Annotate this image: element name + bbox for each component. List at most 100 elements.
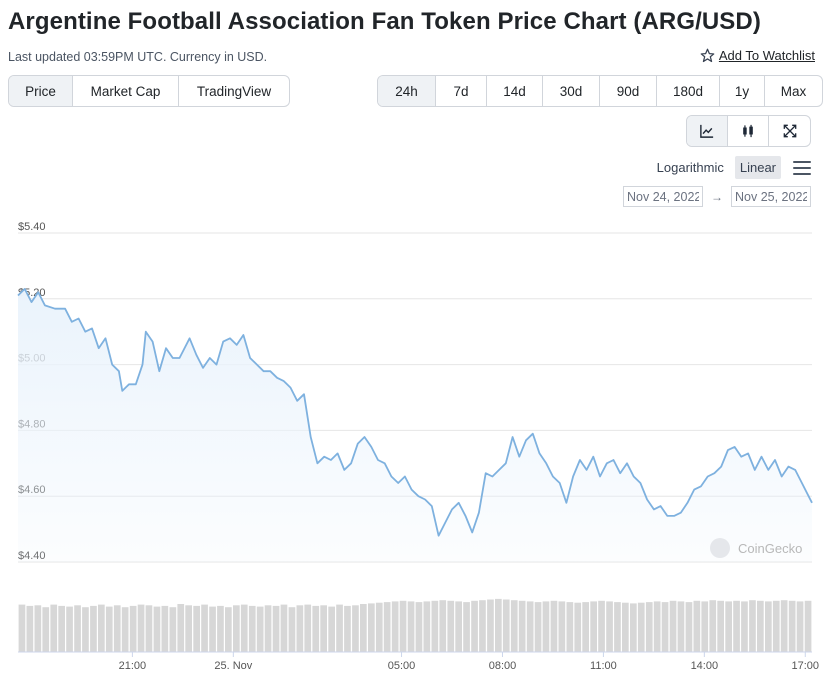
volume-bar [741, 601, 748, 652]
date-range: → [623, 186, 811, 207]
volume-bar [677, 601, 685, 652]
volume-bar [288, 607, 296, 652]
range-24h[interactable]: 24h [378, 76, 436, 106]
volume-bar [145, 605, 153, 652]
volume-bar [510, 600, 518, 652]
volume-bar [320, 605, 327, 652]
volume-bar [209, 606, 216, 652]
volume-bar [375, 602, 383, 652]
volume-bar [280, 604, 288, 652]
volume-bar [614, 602, 621, 652]
date-to-input[interactable] [731, 186, 811, 207]
volume-bar [193, 605, 200, 652]
line-chart-button[interactable] [687, 116, 728, 146]
coingecko-logo-icon [710, 538, 730, 558]
volume-bar [177, 604, 185, 652]
volume-bar [463, 602, 470, 652]
volume-bar [772, 600, 780, 652]
volume-bar [248, 605, 256, 652]
volume-bar [455, 601, 462, 652]
volume-bar [757, 600, 764, 652]
watchlist-label: Add To Watchlist [718, 48, 815, 63]
range-14d[interactable]: 14d [487, 76, 543, 106]
volume-bar [733, 600, 740, 652]
volume-bar [709, 600, 717, 652]
x-tick-label: 08:00 [489, 660, 517, 672]
logarithmic-option[interactable]: Logarithmic [656, 160, 724, 175]
range-7d[interactable]: 7d [436, 76, 487, 106]
volume-bar [304, 604, 312, 652]
volume-bar [121, 607, 129, 652]
range-30d[interactable]: 30d [543, 76, 600, 106]
linear-option[interactable]: Linear [734, 156, 781, 179]
volume-bar [765, 601, 772, 652]
volume-bar [566, 602, 574, 652]
volume-bar [58, 605, 65, 652]
range-max[interactable]: Max [780, 83, 807, 99]
range-tabs: 24h 7d 14d 30d 90d 180d 1y Max [377, 75, 823, 107]
volume-bar [796, 601, 804, 652]
add-to-watchlist-link[interactable]: Add To Watchlist [700, 48, 815, 63]
volume-bar [479, 600, 486, 652]
volume-bar [423, 601, 431, 652]
fullscreen-button[interactable] [769, 116, 810, 146]
volume-bar [137, 604, 145, 652]
volume-bar [153, 606, 161, 652]
range-1y[interactable]: 1y [720, 76, 765, 106]
volume-bar [749, 600, 756, 652]
tab-tradingview[interactable]: TradingView [196, 83, 272, 99]
price-line [17, 288, 813, 537]
volume-bar [439, 600, 447, 652]
volume-bar [42, 607, 50, 652]
date-range-arrow: → [711, 189, 723, 204]
volume-bar [574, 602, 582, 652]
volume-bar [518, 600, 526, 652]
candlestick-button[interactable] [728, 116, 769, 146]
coingecko-watermark: CoinGecko [710, 538, 802, 558]
volume-bar [383, 602, 391, 652]
volume-bar [312, 605, 320, 652]
volume-bar [788, 600, 796, 652]
volume-bar [693, 600, 701, 652]
volume-bar [447, 600, 455, 652]
range-90d[interactable]: 90d [600, 76, 657, 106]
hamburger-menu-icon[interactable] [793, 160, 811, 175]
volume-bar [645, 602, 653, 652]
tab-price[interactable]: Price [9, 76, 73, 106]
volume-bar [502, 599, 510, 652]
volume-bar [415, 602, 423, 652]
volume-bar [685, 602, 693, 652]
volume-bar [368, 603, 375, 652]
date-from-input[interactable] [623, 186, 703, 207]
volume-bar [66, 606, 73, 652]
volume-bar [630, 603, 637, 652]
price-chart[interactable]: $5.40$5.20$5.00$4.80$4.60$4.40CoinGecko2… [0, 220, 823, 680]
volume-bar [256, 606, 264, 652]
volume-bar [82, 607, 89, 652]
x-tick-label: 14:00 [691, 660, 719, 672]
fullscreen-icon [783, 124, 796, 138]
volume-bar [637, 602, 645, 652]
volume-bar [18, 604, 26, 652]
volume-bar [542, 601, 550, 652]
range-180d[interactable]: 180d [657, 76, 720, 106]
page-title: Argentine Football Association Fan Token… [8, 8, 761, 35]
volume-bar [431, 600, 439, 652]
volume-bar [550, 600, 558, 652]
x-tick-label: 25. Nov [214, 660, 252, 672]
x-tick-label: 21:00 [119, 660, 147, 672]
volume-bar [391, 601, 399, 652]
volume-bar [185, 605, 192, 652]
chart-type-toggle [686, 115, 811, 147]
volume-bar [606, 601, 613, 652]
candlestick-icon [743, 124, 753, 138]
tab-market-cap[interactable]: Market Cap [73, 76, 179, 106]
volume-bar [590, 601, 597, 652]
volume-bar [725, 601, 732, 652]
volume-bar [50, 604, 58, 652]
volume-bar [161, 605, 169, 652]
volume-bar [804, 600, 812, 652]
volume-bar [622, 602, 629, 652]
volume-bar [74, 605, 81, 652]
scale-toggle: Logarithmic Linear [652, 156, 811, 179]
